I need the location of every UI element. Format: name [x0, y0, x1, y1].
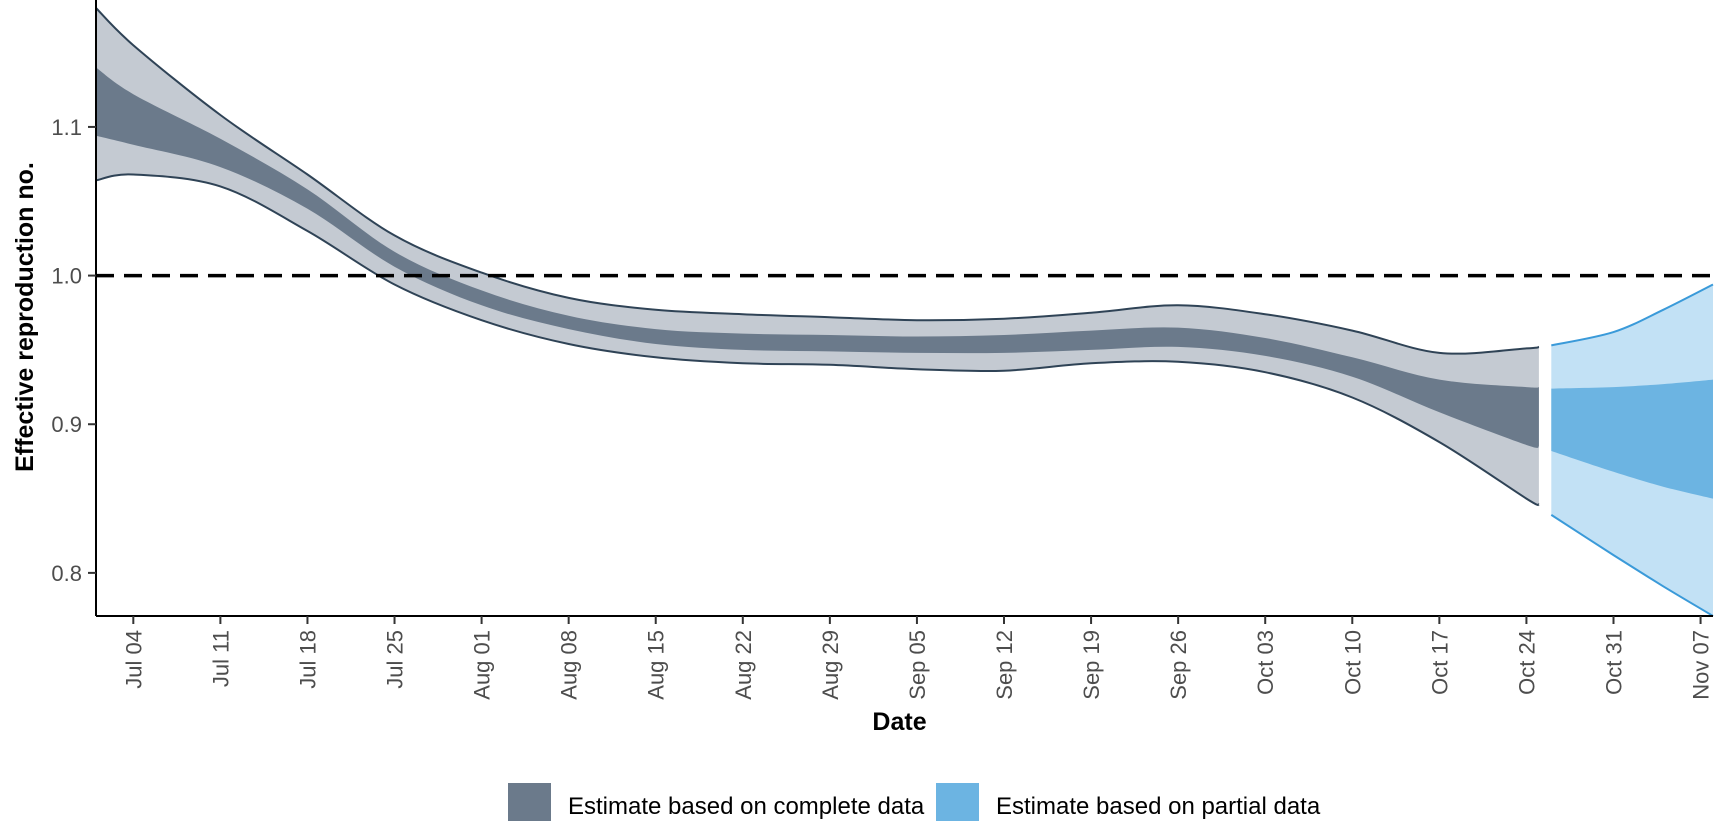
outer-band-0 — [96, 8, 1539, 506]
series-complete — [95, 7, 1540, 507]
x-tick-label: Oct 17 — [1427, 630, 1452, 695]
upper-bound-line-0 — [95, 7, 1540, 355]
x-axis-title: Date — [872, 708, 926, 736]
x-tick-label: Aug 29 — [818, 630, 843, 700]
y-axis-ticks: 0.8 0.9 1.0 1.1 — [51, 115, 96, 586]
y-tick-label: 0.9 — [51, 412, 82, 437]
inner-band-0 — [96, 67, 1539, 448]
legend: Estimate based on complete data Estimate … — [508, 783, 1321, 821]
x-tick-label: Sep 12 — [992, 630, 1017, 700]
estimate-bands — [95, 7, 1714, 617]
x-tick-label: Sep 19 — [1079, 630, 1104, 700]
x-tick-label: Aug 01 — [470, 630, 495, 700]
legend-label-partial: Estimate based on partial data — [996, 793, 1321, 820]
legend-swatch-complete — [508, 783, 551, 821]
inner-band-1 — [1551, 379, 1713, 499]
y-tick-label: 1.1 — [51, 115, 82, 140]
y-axis-title: Effective reproduction no. — [11, 162, 39, 472]
x-tick-label: Aug 22 — [731, 630, 756, 700]
y-tick-label: 0.8 — [51, 561, 82, 586]
series-partial — [1550, 283, 1714, 617]
x-tick-label: Aug 08 — [557, 630, 582, 700]
x-tick-label: Oct 10 — [1340, 630, 1365, 695]
x-tick-label: Jul 11 — [208, 630, 233, 687]
x-tick-label: Oct 31 — [1602, 630, 1627, 695]
lower-bound-line-1 — [1550, 514, 1714, 617]
x-tick-label: Oct 24 — [1514, 630, 1539, 695]
lower-bound-line-0 — [95, 173, 1540, 507]
x-tick-label: Jul 04 — [121, 630, 146, 689]
x-tick-label: Jul 25 — [383, 630, 408, 689]
legend-label-complete: Estimate based on complete data — [568, 793, 925, 820]
upper-bound-line-1 — [1551, 283, 1714, 347]
x-tick-label: Sep 05 — [905, 630, 930, 700]
y-tick-label: 1.0 — [51, 264, 82, 289]
x-tick-label: Sep 26 — [1166, 630, 1191, 700]
legend-swatch-partial — [936, 783, 979, 821]
x-tick-label: Aug 15 — [644, 630, 669, 700]
x-tick-label: Oct 03 — [1253, 630, 1278, 695]
x-tick-label: Nov 07 — [1689, 630, 1714, 700]
x-axis-ticks: Jul 04 Jul 11 Jul 18 Jul 25 Aug 01 Aug 08 Aug … — [121, 616, 1714, 700]
x-tick-label: Jul 18 — [296, 630, 321, 689]
